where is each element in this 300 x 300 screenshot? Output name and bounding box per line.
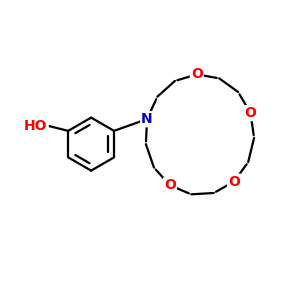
Text: HO: HO bbox=[24, 118, 47, 133]
Text: O: O bbox=[191, 68, 203, 81]
Text: O: O bbox=[164, 178, 176, 192]
Text: O: O bbox=[228, 175, 240, 189]
Text: N: N bbox=[141, 112, 153, 126]
Text: N: N bbox=[141, 112, 153, 126]
Text: HO: HO bbox=[24, 118, 47, 133]
Text: O: O bbox=[244, 106, 256, 120]
